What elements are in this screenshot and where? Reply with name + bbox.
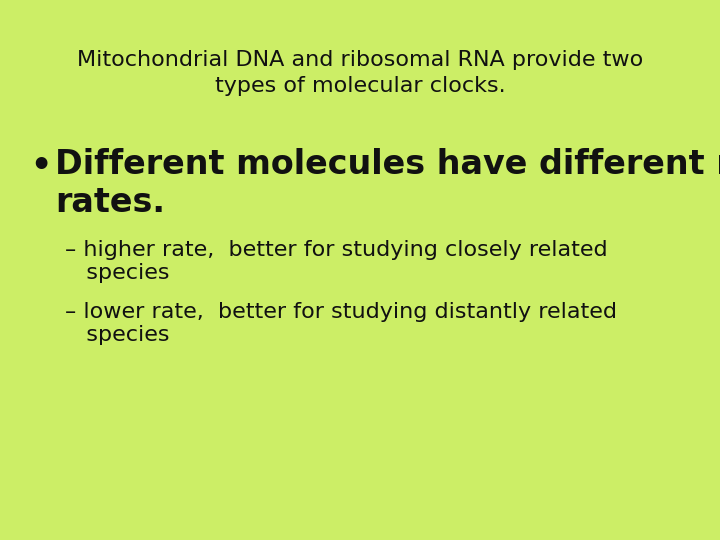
Text: •: • bbox=[30, 150, 51, 183]
Text: Mitochondrial DNA and ribosomal RNA provide two
types of molecular clocks.: Mitochondrial DNA and ribosomal RNA prov… bbox=[77, 50, 643, 97]
Text: – higher rate,  better for studying closely related
   species: – higher rate, better for studying close… bbox=[65, 240, 608, 283]
Text: Different molecules have different mutation
rates.: Different molecules have different mutat… bbox=[55, 148, 720, 219]
Text: – lower rate,  better for studying distantly related
   species: – lower rate, better for studying distan… bbox=[65, 302, 617, 345]
